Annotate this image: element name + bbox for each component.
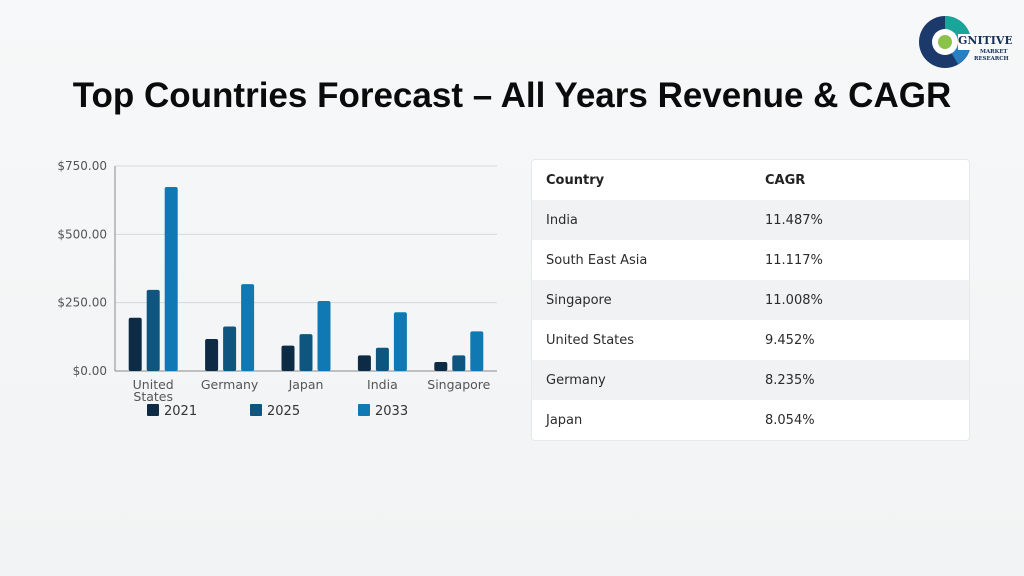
country-cell: Singapore [546,292,612,308]
table-row: South East Asia 11.117% [532,240,969,280]
x-tick-label: Singapore [427,377,490,392]
x-tick-label: States [133,389,173,404]
bar-2033-united-states [164,187,178,371]
legend-label-2025: 2025 [267,404,300,419]
cagr-cell: 11.487% [765,212,823,228]
x-tick-label: United [133,377,174,392]
logo-line1: GNITIVE [958,34,1012,47]
x-tick-label: Germany [201,377,259,392]
bar-2021-germany [205,339,219,371]
cognitive-market-research-logo: GNITIVE MARKET RESEARCH [919,16,1012,68]
bar-2033-germany [241,284,255,371]
table-row: Germany 8.235% [532,360,969,400]
y-tick-label: $0.00 [73,364,107,378]
country-cell: India [546,212,578,228]
bar-2025-united-states [146,289,160,371]
bar-2033-singapore [470,331,484,371]
x-tick-label: Japan [288,377,324,392]
bar-2021-japan [281,345,295,371]
table-header-row: Country CAGR [532,160,969,200]
header-cagr: CAGR [765,172,806,188]
bar-2025-singapore [452,355,466,371]
bar-2033-india [393,312,407,371]
bar-2021-india [357,355,371,371]
cagr-cell: 9.452% [765,332,815,348]
bar-2033-japan [317,301,331,371]
table-row: India 11.487% [532,200,969,240]
cagr-cell: 8.235% [765,372,815,388]
legend-swatch-2025 [250,404,262,416]
country-cell: Germany [546,372,606,388]
cagr-cell: 11.117% [765,252,823,268]
bar-2025-india [375,347,389,371]
cagr-table: Country CAGR India 11.487% South East As… [532,160,969,440]
table-row: United States 9.452% [532,320,969,360]
bar-2021-singapore [434,361,448,371]
page-title: Top Countries Forecast – All Years Reven… [72,76,952,115]
cagr-table-card: Country CAGR India 11.487% South East As… [531,159,970,441]
legend-label-2033: 2033 [375,404,408,419]
logo-line3: RESEARCH [974,56,1009,62]
legend-swatch-2033 [358,404,370,416]
country-cell: South East Asia [546,252,648,268]
cagr-cell: 11.008% [765,292,823,308]
y-tick-label: $500.00 [57,227,107,241]
table-row: Singapore 11.008% [532,280,969,320]
legend-swatch-2021 [147,404,159,416]
y-tick-label: $250.00 [57,296,107,310]
country-cell: United States [546,332,635,348]
y-tick-label: $750.00 [57,159,107,173]
legend-label-2021: 2021 [164,404,197,419]
bar-2025-germany [223,326,237,371]
x-tick-label: India [367,377,398,392]
header-country: Country [546,172,605,188]
cagr-cell: 8.054% [765,412,815,428]
country-cell: Japan [546,412,583,428]
bar-2025-japan [299,334,313,371]
table-row: Japan 8.054% [532,400,969,440]
logo-line2: MARKET [980,49,1007,55]
bar-2021-united-states [128,317,142,371]
